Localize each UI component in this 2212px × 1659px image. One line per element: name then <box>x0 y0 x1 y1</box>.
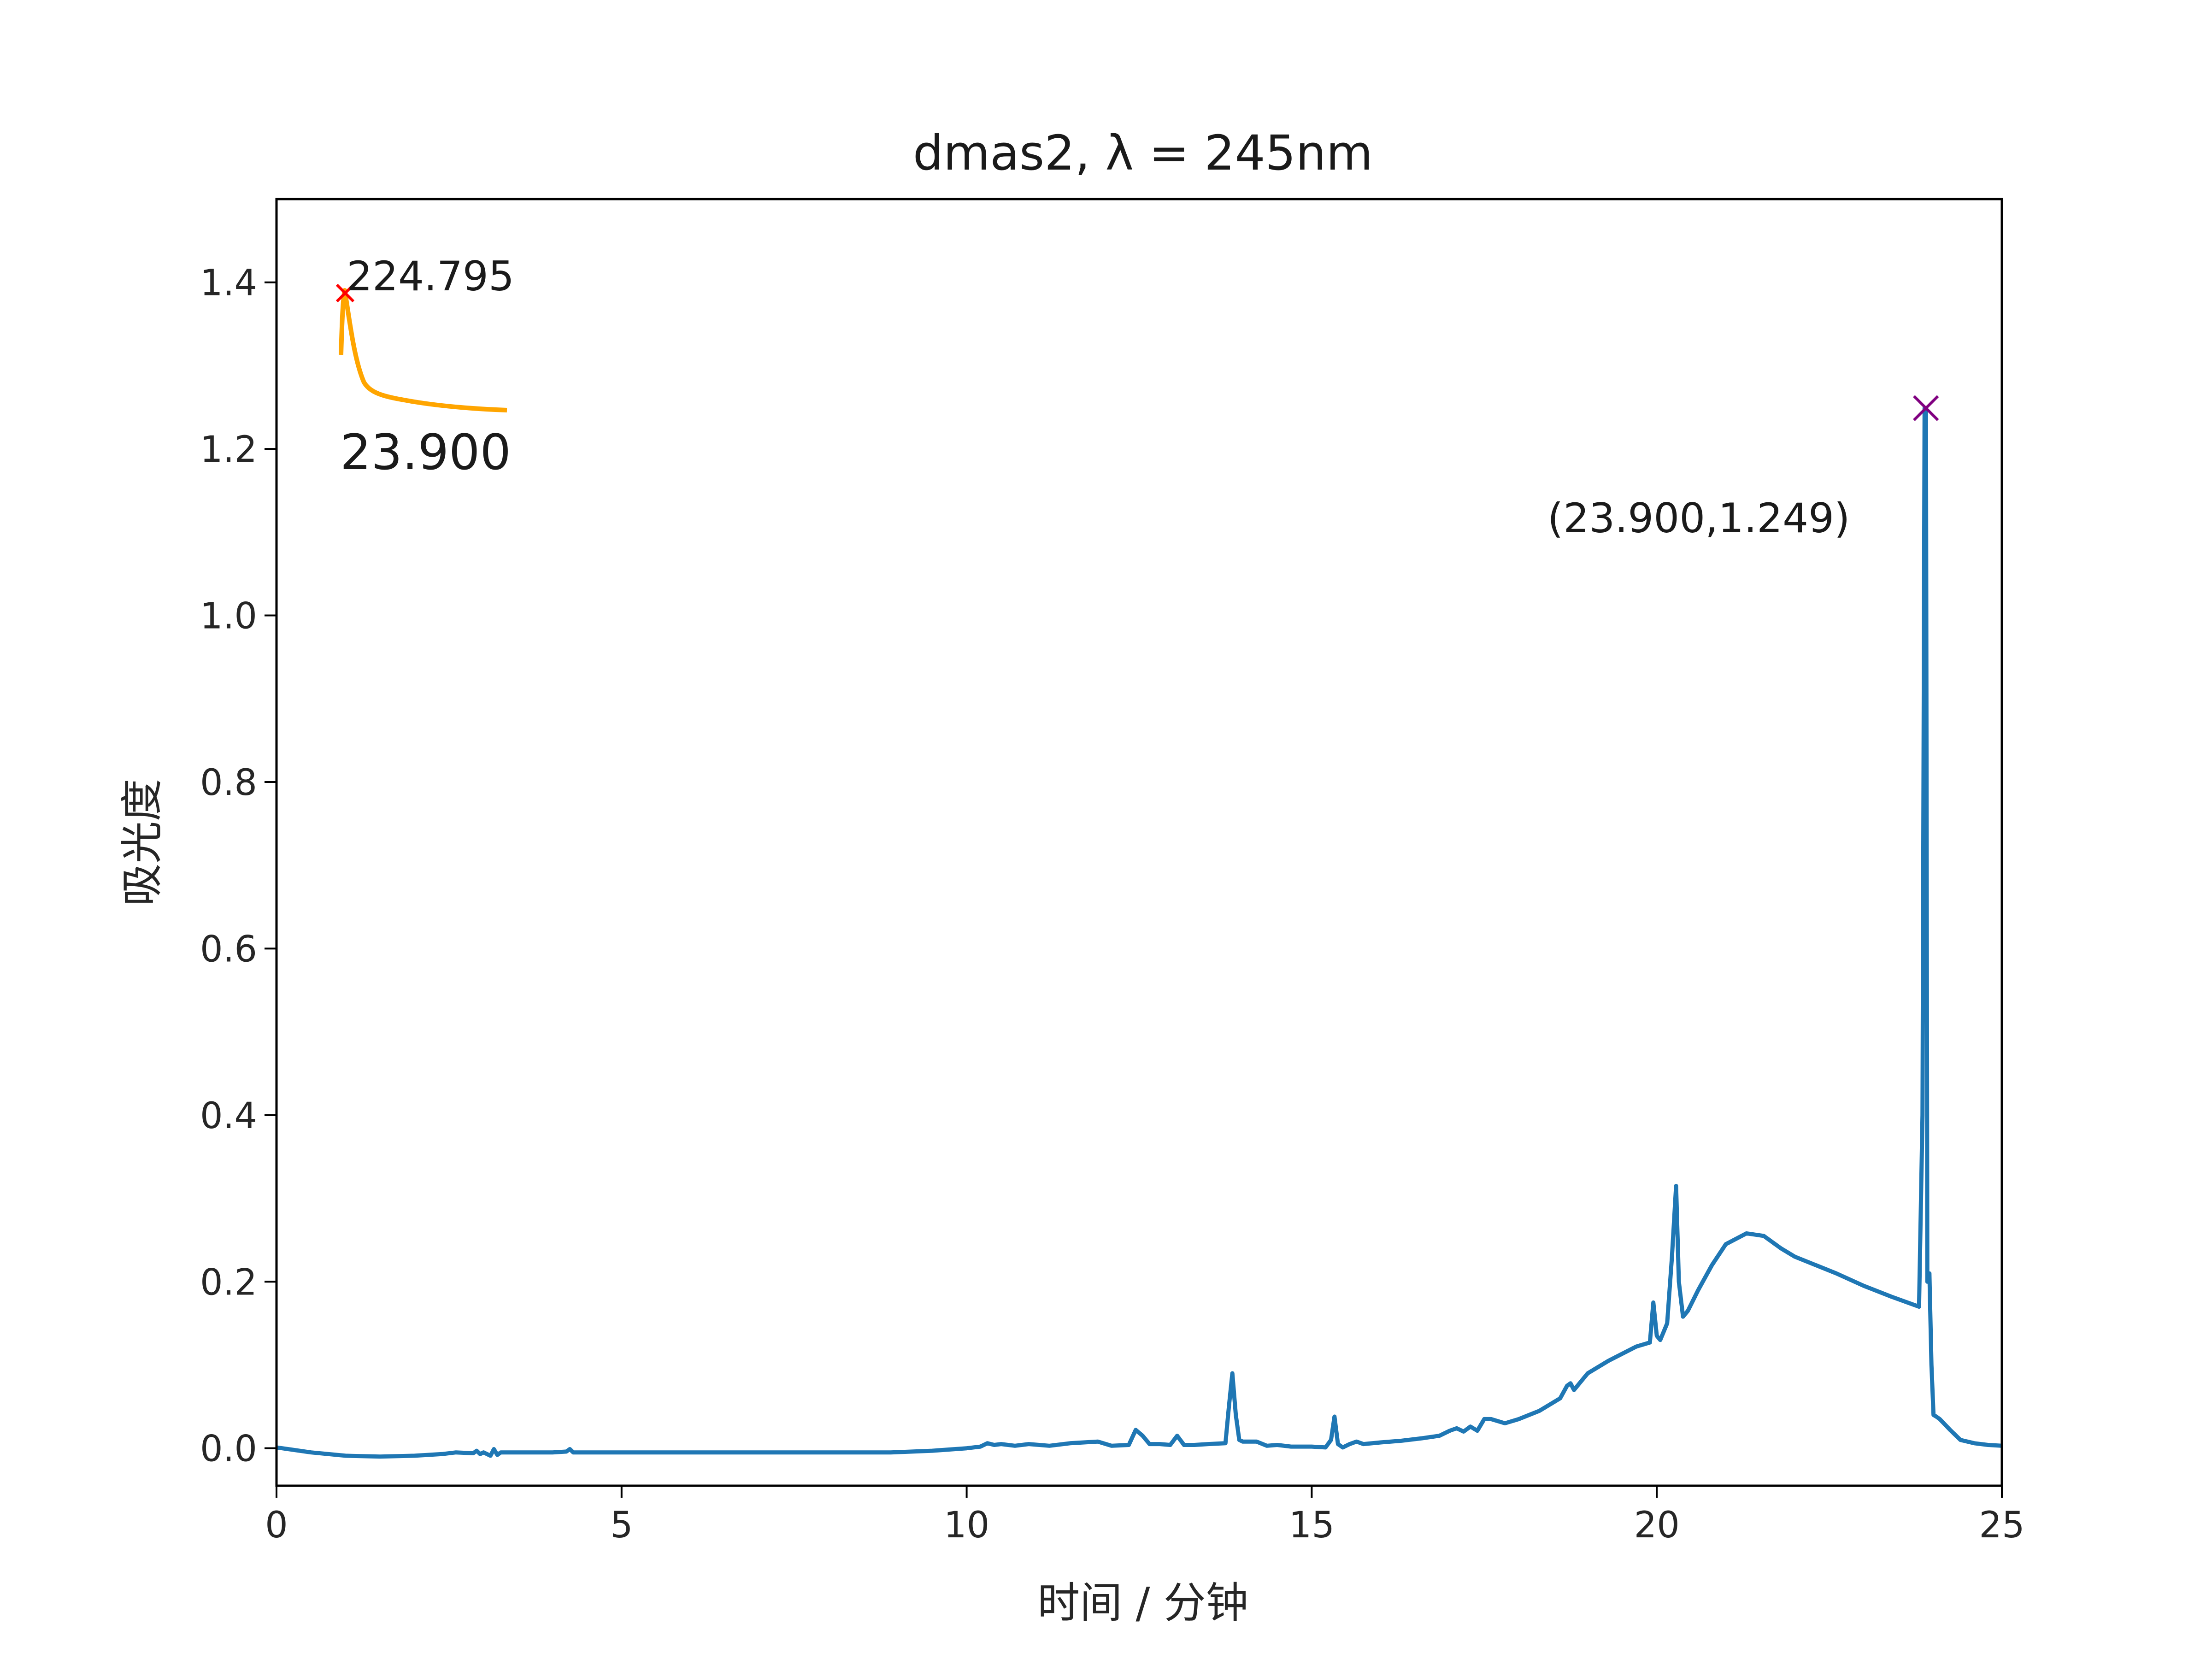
inset-curve <box>339 288 507 412</box>
chart-title: dmas2, λ = 245nm <box>913 125 1373 181</box>
y-tick-label: 0.4 <box>200 1095 257 1137</box>
x-tick-label: 25 <box>1979 1505 2024 1546</box>
x-tick-label: 0 <box>265 1505 288 1546</box>
x-tick-label: 10 <box>944 1505 989 1546</box>
y-tick-label: 0.8 <box>200 762 257 804</box>
y-tick-label: 0.2 <box>200 1262 257 1303</box>
peak-marker <box>1913 395 1939 421</box>
y-tick-label: 1.4 <box>200 263 257 304</box>
x-tick-label: 15 <box>1289 1505 1335 1546</box>
y-tick-label: 1.0 <box>200 596 257 637</box>
y-axis-title: 吸光度 <box>118 779 167 906</box>
inset-glyph <box>335 283 507 412</box>
x-tick-label: 5 <box>610 1505 633 1546</box>
y-tick-label: 1.2 <box>200 429 257 471</box>
inset-marker <box>335 283 355 303</box>
chromatogram-line <box>276 406 2002 1459</box>
inset-top-label: 224.795 <box>347 253 514 300</box>
inset-marker-stroke <box>335 283 355 303</box>
inset-bottom-label: 23.900 <box>340 424 511 481</box>
axes-frame <box>275 198 2003 1487</box>
x-axis-title: 时间 / 分钟 <box>1037 1578 1248 1628</box>
y-tick-label: 0.0 <box>200 1429 257 1470</box>
peak-marker-stroke <box>1913 395 1939 421</box>
y-tick-label: 0.6 <box>200 929 257 970</box>
x-tick-label: 20 <box>1634 1505 1680 1546</box>
peak-label: (23.900,1.249) <box>1547 494 1850 542</box>
axis-ticks: 0 5 10 15 20 25 0.0 0.2 0.4 0.6 0.8 1.0 1.2 1.4 <box>200 263 2025 1546</box>
plot-area <box>276 395 2002 1459</box>
